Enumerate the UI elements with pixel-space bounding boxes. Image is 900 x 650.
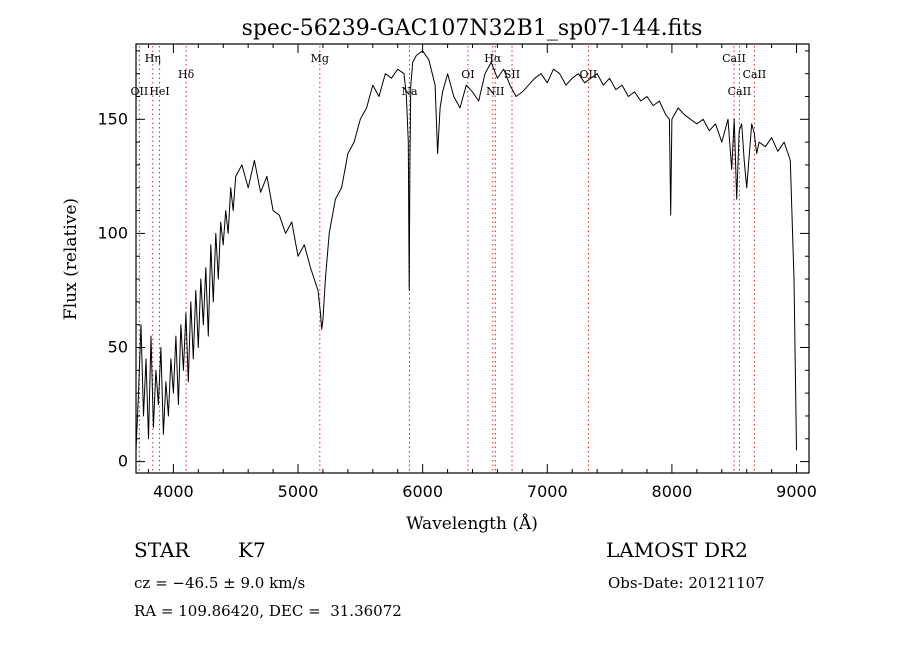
x-tick-label: 5000 xyxy=(278,482,319,501)
x-tick-label: 4000 xyxy=(153,482,194,501)
line-marker-label: OI xyxy=(461,68,474,81)
x-tick-label: 8000 xyxy=(652,482,693,501)
line-marker-label: Hδ xyxy=(178,68,195,81)
line-marker-label: Hα xyxy=(484,52,502,65)
line-marker-label: Na xyxy=(401,85,418,98)
x-tick-label: 9000 xyxy=(776,482,817,501)
line-marker-label: OII xyxy=(131,85,149,98)
series-group xyxy=(135,50,797,451)
y-tick-label: 150 xyxy=(97,109,128,128)
line-marker-label: SII xyxy=(504,68,520,81)
axis-ticks: 4000 5000 6000 7000 8000 9000 0 50 100 150 xyxy=(97,44,817,501)
plot-frame xyxy=(135,43,810,474)
line-marker-label: CaII xyxy=(743,68,767,81)
y-tick-label: 100 xyxy=(97,223,128,242)
line-marker-label: HeI xyxy=(149,85,169,98)
redshift-text: cz = −46.5 ± 9.0 km/s xyxy=(134,574,306,592)
x-tick-label: 6000 xyxy=(402,482,443,501)
line-marker-label: CaII xyxy=(722,52,746,65)
y-tick-label: 0 xyxy=(118,452,128,471)
y-axis-label: Flux (relative) xyxy=(61,198,81,320)
obs-date: Obs-Date: 20121107 xyxy=(608,574,765,592)
series-line-0 xyxy=(135,50,797,451)
line-marker-label: NII xyxy=(486,85,504,98)
x-axis-label: Wavelength (Å) xyxy=(406,513,538,534)
coordinates-text: RA = 109.86420, DEC = 31.36072 xyxy=(134,602,402,620)
line-marker-label: OII xyxy=(580,68,598,81)
line-marker-label: Hη xyxy=(145,52,161,65)
survey-name: LAMOST DR2 xyxy=(606,538,748,562)
line-marker-label: Mg xyxy=(311,52,329,65)
chart-title: spec-56239-GAC107N32B1_sp07-144.fits xyxy=(242,16,703,41)
spectral-subclass: K7 xyxy=(238,538,266,562)
y-tick-label: 50 xyxy=(108,337,128,356)
x-tick-label: 7000 xyxy=(527,482,568,501)
line-marker-label: CaII xyxy=(728,85,752,98)
object-type: STAR xyxy=(134,538,190,562)
